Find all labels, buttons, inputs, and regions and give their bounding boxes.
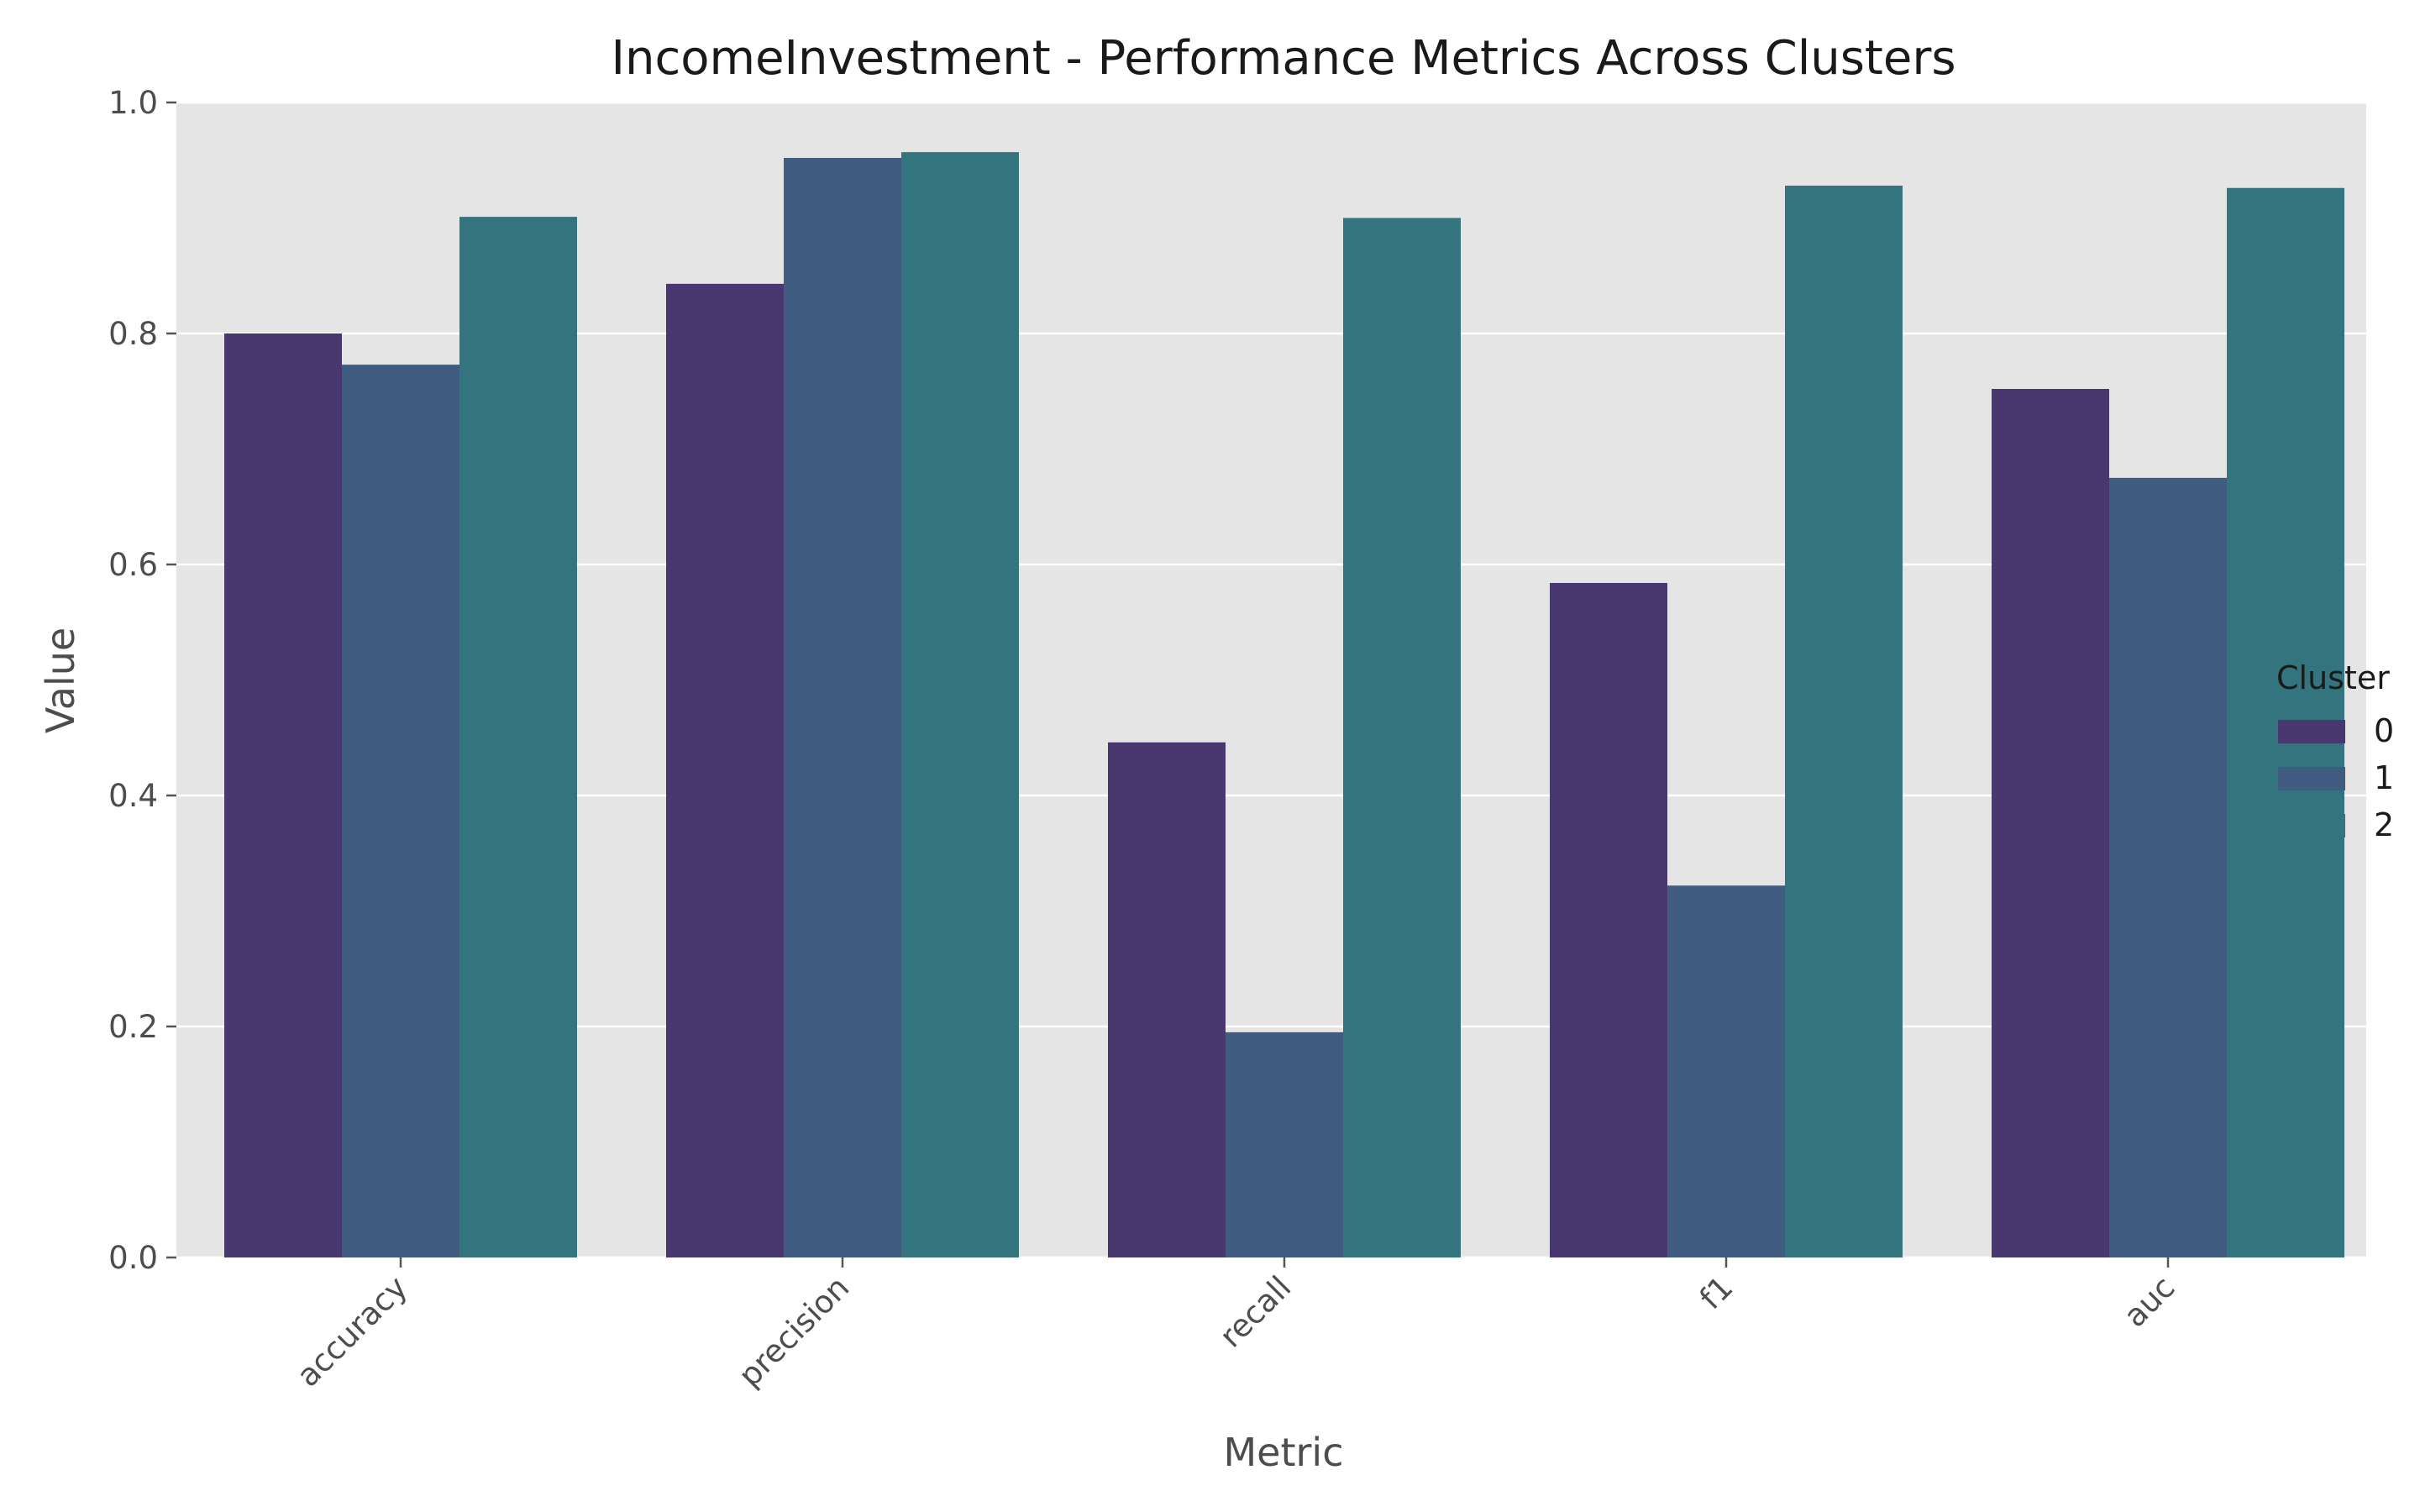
x-tick-label: accuracy bbox=[290, 1269, 414, 1394]
x-axis: accuracy precision recall f1 auc bbox=[290, 1257, 2181, 1394]
x-axis-label: Metric bbox=[1223, 1430, 1343, 1475]
legend: Cluster 0 1 2 bbox=[2276, 659, 2394, 843]
bar-recall-cluster-0 bbox=[1108, 742, 1226, 1257]
legend-label-2: 2 bbox=[2374, 806, 2394, 843]
y-axis-label: Value bbox=[38, 627, 83, 733]
bars bbox=[224, 152, 2344, 1257]
bar-precision-cluster-0 bbox=[666, 283, 784, 1257]
y-tick-label: 0.6 bbox=[108, 547, 158, 583]
bar-recall-cluster-2 bbox=[1343, 218, 1461, 1257]
x-tick-label: f1 bbox=[1693, 1269, 1740, 1316]
bar-precision-cluster-2 bbox=[901, 152, 1019, 1257]
x-tick-label: precision bbox=[732, 1269, 856, 1394]
bar-f1-cluster-1 bbox=[1667, 885, 1785, 1257]
bar-accuracy-cluster-2 bbox=[459, 217, 577, 1257]
bar-accuracy-cluster-1 bbox=[342, 365, 459, 1257]
bar-f1-cluster-0 bbox=[1550, 583, 1667, 1257]
legend-swatch-2 bbox=[2278, 814, 2345, 837]
y-tick-label: 0.4 bbox=[108, 778, 158, 814]
bar-auc-cluster-0 bbox=[1992, 389, 2109, 1257]
y-tick-label: 0.2 bbox=[108, 1009, 158, 1045]
bar-recall-cluster-1 bbox=[1226, 1032, 1343, 1257]
legend-label-1: 1 bbox=[2374, 759, 2394, 796]
legend-swatch-1 bbox=[2278, 767, 2345, 790]
x-tick-label: auc bbox=[2117, 1269, 2181, 1334]
x-tick-label: recall bbox=[1213, 1269, 1299, 1355]
bar-precision-cluster-1 bbox=[784, 158, 901, 1257]
y-axis: 0.0 0.2 0.4 0.6 0.8 1.0 bbox=[108, 85, 176, 1276]
legend-title: Cluster bbox=[2276, 659, 2390, 696]
legend-swatch-0 bbox=[2278, 720, 2345, 743]
y-tick-label: 0.0 bbox=[108, 1240, 158, 1276]
bar-f1-cluster-2 bbox=[1785, 186, 1903, 1257]
y-tick-label: 0.8 bbox=[108, 316, 158, 352]
legend-label-0: 0 bbox=[2374, 712, 2394, 749]
chart-title: IncomeInvestment - Performance Metrics A… bbox=[611, 31, 1955, 86]
bar-accuracy-cluster-0 bbox=[224, 333, 342, 1257]
y-tick-label: 1.0 bbox=[108, 85, 158, 121]
bar-auc-cluster-1 bbox=[2109, 477, 2227, 1257]
